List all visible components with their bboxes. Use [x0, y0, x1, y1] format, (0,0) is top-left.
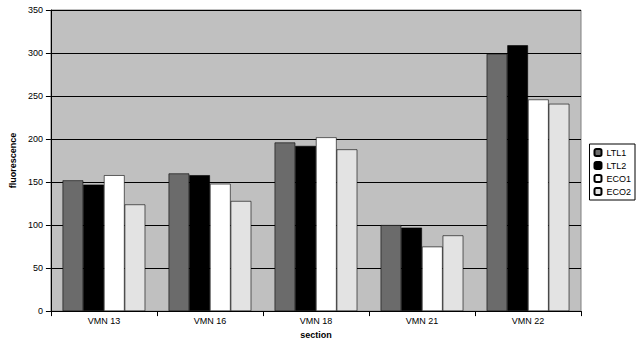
svg-text:LTL2: LTL2: [606, 161, 626, 171]
svg-text:ECO1: ECO1: [606, 174, 631, 184]
svg-text:fluorescence: fluorescence: [8, 133, 18, 189]
svg-text:350: 350: [28, 5, 43, 15]
svg-text:LTL1: LTL1: [606, 148, 626, 158]
svg-text:VMN 18: VMN 18: [300, 316, 333, 326]
svg-text:section: section: [300, 330, 332, 340]
svg-text:300: 300: [28, 48, 43, 58]
svg-text:200: 200: [28, 134, 43, 144]
svg-text:VMN 13: VMN 13: [88, 316, 121, 326]
svg-text:VMN 22: VMN 22: [512, 316, 545, 326]
svg-text:ECO2: ECO2: [606, 187, 631, 197]
svg-text:100: 100: [28, 220, 43, 230]
svg-text:0: 0: [38, 306, 43, 316]
svg-text:VMN 21: VMN 21: [406, 316, 439, 326]
svg-text:250: 250: [28, 91, 43, 101]
svg-text:50: 50: [33, 263, 43, 273]
svg-text:150: 150: [28, 177, 43, 187]
svg-text:VMN 16: VMN 16: [194, 316, 227, 326]
